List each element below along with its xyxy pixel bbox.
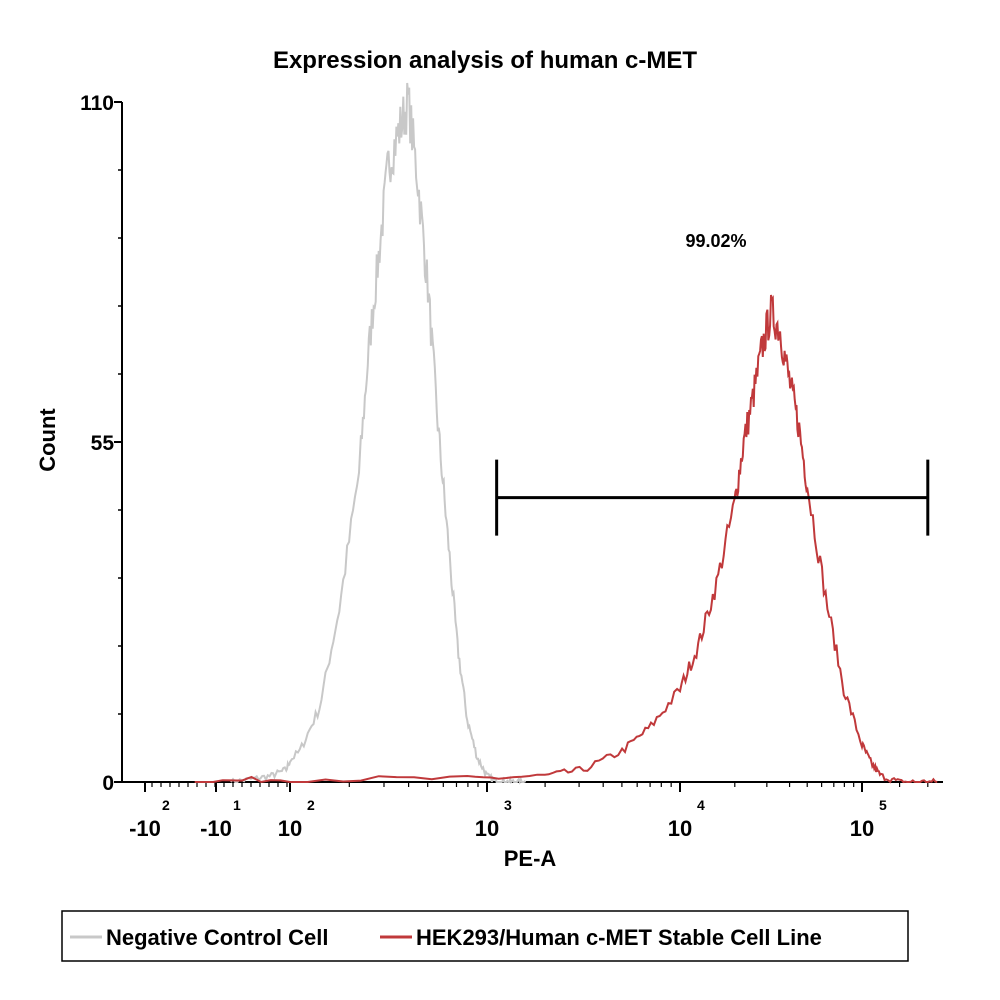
x-tick-label-base: -10 xyxy=(200,816,232,841)
legend-box xyxy=(61,910,909,962)
legend-label-hek293-cmet: HEK293/Human c-MET Stable Cell Line xyxy=(416,925,822,950)
legend: Negative Control Cell HEK293/Human c-MET … xyxy=(61,910,909,962)
series-negative-control-line xyxy=(230,82,527,785)
chart-title: Expression analysis of human c-MET xyxy=(273,47,697,74)
x-tick-label-base: 10 xyxy=(668,816,692,841)
x-tick-label-exponent: 5 xyxy=(879,797,887,813)
y-ticks: 0 55 110 xyxy=(80,92,122,795)
gate-percentage-label: 99.02% xyxy=(685,231,746,251)
x-axis-label: PE-A xyxy=(504,846,557,871)
y-tick-label: 110 xyxy=(80,92,114,115)
axes xyxy=(121,102,943,783)
y-tick-label: 55 xyxy=(91,432,115,455)
x-tick-label-base: 10 xyxy=(475,816,499,841)
x-tick-label-base: 10 xyxy=(278,816,302,841)
legend-label-negative-control: Negative Control Cell xyxy=(106,925,328,950)
x-tick-label-base: 10 xyxy=(850,816,874,841)
x-tick-label-exponent: 1 xyxy=(233,797,241,813)
x-tick-label-exponent: 2 xyxy=(307,797,315,813)
x-tick-label-exponent: 3 xyxy=(504,797,512,813)
y-axis-label: Count xyxy=(35,408,60,472)
series-hek293-cmet-line xyxy=(194,294,938,784)
x-tick-label-exponent: 2 xyxy=(162,797,170,813)
x-tick-label-exponent: 4 xyxy=(697,797,705,813)
y-tick-label: 0 xyxy=(102,772,114,795)
x-tick-label-base: -10 xyxy=(129,816,161,841)
series-layer xyxy=(194,82,938,785)
gate-marker: 99.02% xyxy=(495,231,930,536)
